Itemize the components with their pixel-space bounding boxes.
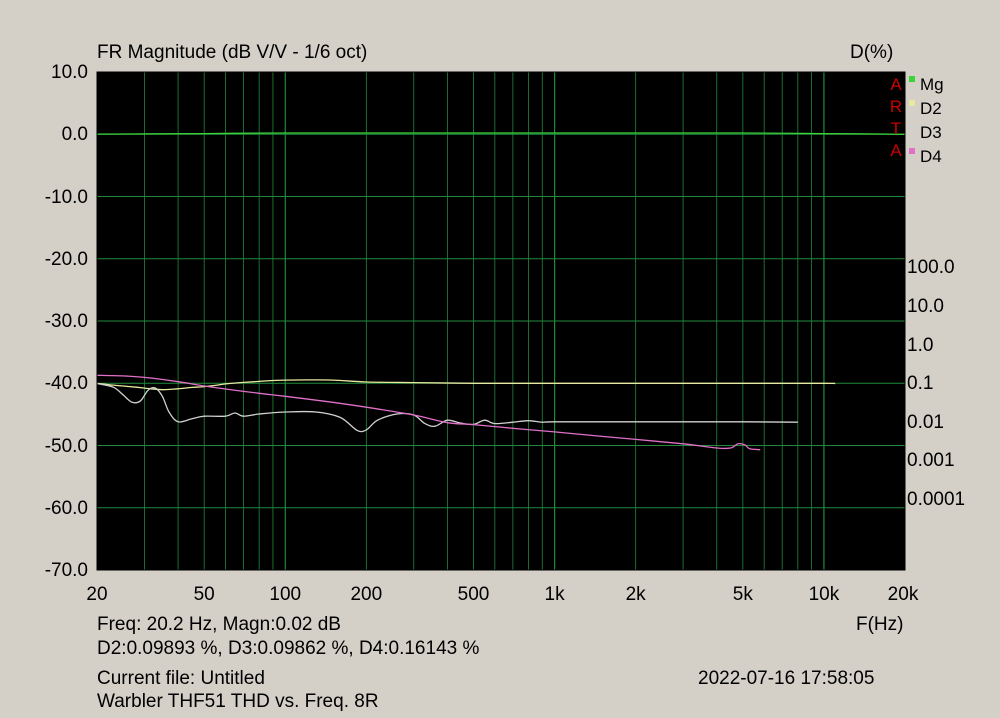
current-file: Current file: Untitled (97, 668, 265, 689)
legend-label-d2: D2 (920, 99, 942, 118)
right-tick-label: 10.0 (907, 296, 944, 318)
y-tick-label: -40.0 (44, 373, 88, 395)
legend-label-mg: Mg (920, 75, 944, 94)
plot-border (96, 71, 906, 571)
y-tick-label: 10.0 (51, 62, 88, 83)
y-tick-label: 0.0 (61, 124, 88, 146)
x-tick-label: 2k (625, 584, 646, 605)
x-tick-label: 50 (193, 584, 215, 605)
readout-distortion: D2:0.09893 %, D3:0.09862 %, D4:0.16143 % (97, 638, 480, 659)
series-layer (96, 132, 906, 451)
y-tick-label: -10.0 (44, 186, 88, 208)
right-tick-label: 0.1 (907, 373, 934, 395)
arta-letter: A (890, 75, 902, 94)
legend-label-d4: D4 (920, 147, 942, 166)
legend-label-d3: D3 (920, 123, 942, 142)
measurement-description: Warbler THF51 THD vs. Freq. 8R (97, 691, 379, 712)
right-tick-label: 1.0 (907, 334, 934, 356)
series-line-mg (96, 132, 906, 135)
x-tick-label: 1k (544, 584, 565, 605)
right-tick-label: 0.001 (907, 450, 955, 472)
arta-letter: R (890, 97, 902, 116)
right-axis-title: D(%) (850, 42, 894, 63)
y-tick-label: -50.0 (44, 435, 88, 457)
x-tick-label: 200 (350, 584, 383, 605)
arta-letter: A (890, 141, 902, 160)
y-tick-label: -60.0 (44, 497, 88, 519)
x-tick-label: 20 (86, 584, 108, 605)
legend: Mg D2 D3 D4 (909, 75, 944, 166)
timestamp: 2022-07-16 17:58:05 (698, 668, 875, 689)
series-line-d3 (96, 382, 798, 433)
right-tick-label: 0.0001 (907, 489, 966, 511)
readout-freq-magn: Freq: 20.2 Hz, Magn:0.02 dB (97, 614, 341, 635)
x-tick-label: 20k (887, 584, 919, 605)
legend-swatch-mg (909, 76, 915, 82)
x-tick-label: 5k (732, 584, 753, 605)
x-tick-label: 100 (269, 584, 302, 605)
series-line-d4 (96, 374, 761, 451)
right-tick-label: 100.0 (907, 257, 955, 279)
y-tick-label: -20.0 (44, 248, 88, 270)
legend-swatch-d2 (909, 100, 915, 106)
x-tick-label: 10k (808, 584, 840, 605)
y-tick-label: -30.0 (44, 311, 88, 332)
x-axis-unit: F(Hz) (856, 614, 904, 635)
legend-swatch-d3 (909, 124, 915, 130)
arta-letter: T (891, 119, 901, 138)
y-tick-label: -70.0 (44, 560, 88, 581)
series-line-d2 (96, 379, 836, 391)
x-tick-label: 500 (457, 584, 490, 605)
chart-title: FR Magnitude (dB V/V - 1/6 oct) (97, 42, 368, 63)
legend-swatch-d4 (909, 148, 915, 154)
right-tick-label: 0.01 (907, 411, 944, 433)
